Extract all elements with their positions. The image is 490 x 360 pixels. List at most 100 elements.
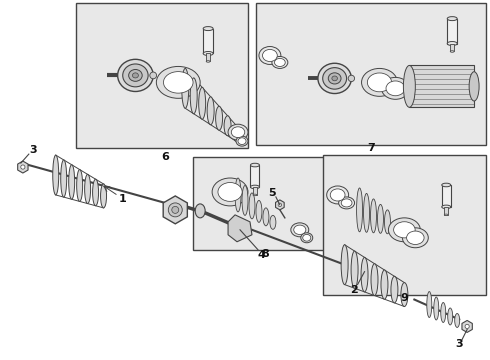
Bar	[323, 155, 486, 294]
Ellipse shape	[190, 78, 197, 114]
Text: 7: 7	[368, 143, 375, 153]
Ellipse shape	[368, 73, 392, 92]
Bar	[75, 3, 248, 148]
Ellipse shape	[150, 72, 157, 79]
Ellipse shape	[100, 184, 106, 208]
Ellipse shape	[370, 199, 376, 233]
Ellipse shape	[263, 208, 269, 226]
Ellipse shape	[231, 127, 245, 138]
Ellipse shape	[218, 183, 242, 201]
Bar	[256, 3, 486, 145]
Ellipse shape	[447, 17, 457, 21]
Ellipse shape	[256, 201, 262, 222]
Ellipse shape	[168, 203, 182, 217]
Ellipse shape	[259, 46, 281, 64]
Ellipse shape	[364, 193, 369, 232]
Polygon shape	[163, 196, 187, 224]
Bar	[193, 157, 340, 250]
Bar	[203, 28, 213, 54]
Text: 9: 9	[400, 293, 408, 302]
Ellipse shape	[339, 197, 355, 209]
Ellipse shape	[236, 136, 248, 146]
Ellipse shape	[216, 106, 222, 130]
Text: 1: 1	[119, 194, 126, 204]
Ellipse shape	[156, 67, 200, 98]
Ellipse shape	[401, 283, 408, 306]
Ellipse shape	[212, 178, 248, 206]
Bar	[206, 54, 210, 62]
Bar	[250, 165, 259, 187]
Bar	[450, 44, 454, 51]
Ellipse shape	[182, 68, 189, 108]
Ellipse shape	[377, 204, 384, 233]
Text: 3: 3	[455, 339, 463, 349]
Ellipse shape	[357, 188, 363, 232]
Ellipse shape	[389, 218, 420, 242]
Ellipse shape	[386, 81, 405, 96]
Text: 6: 6	[161, 152, 169, 162]
Ellipse shape	[270, 215, 276, 229]
Text: 8: 8	[261, 249, 269, 259]
Ellipse shape	[447, 41, 457, 45]
Ellipse shape	[206, 61, 210, 62]
Ellipse shape	[263, 49, 277, 62]
Ellipse shape	[362, 68, 397, 96]
Ellipse shape	[381, 270, 388, 299]
Ellipse shape	[371, 264, 378, 296]
Ellipse shape	[361, 257, 368, 292]
Ellipse shape	[448, 308, 453, 325]
Ellipse shape	[93, 179, 98, 206]
Ellipse shape	[434, 297, 439, 320]
Ellipse shape	[235, 178, 241, 212]
Ellipse shape	[69, 165, 74, 199]
Polygon shape	[228, 215, 252, 242]
Ellipse shape	[450, 51, 454, 52]
Ellipse shape	[85, 174, 91, 203]
Ellipse shape	[272, 57, 288, 68]
Ellipse shape	[203, 51, 213, 55]
Ellipse shape	[385, 210, 391, 234]
Ellipse shape	[203, 27, 213, 31]
Ellipse shape	[393, 222, 415, 238]
Ellipse shape	[253, 194, 257, 196]
Ellipse shape	[441, 302, 446, 323]
Ellipse shape	[198, 87, 206, 119]
Ellipse shape	[301, 233, 313, 243]
Ellipse shape	[351, 251, 358, 288]
Ellipse shape	[250, 185, 259, 189]
Ellipse shape	[403, 66, 416, 107]
Ellipse shape	[455, 314, 460, 328]
Ellipse shape	[330, 189, 345, 201]
Ellipse shape	[21, 165, 25, 169]
Text: 2: 2	[350, 284, 357, 294]
Ellipse shape	[327, 186, 348, 204]
Ellipse shape	[250, 163, 259, 167]
Ellipse shape	[382, 77, 409, 99]
Ellipse shape	[291, 223, 309, 237]
Ellipse shape	[76, 170, 83, 201]
Polygon shape	[462, 320, 472, 332]
Ellipse shape	[278, 203, 282, 207]
Bar	[409, 66, 474, 107]
Ellipse shape	[332, 76, 338, 81]
Polygon shape	[275, 200, 284, 210]
Ellipse shape	[233, 125, 240, 141]
Ellipse shape	[53, 155, 59, 195]
Polygon shape	[18, 161, 28, 173]
Ellipse shape	[228, 124, 248, 140]
Ellipse shape	[164, 72, 193, 93]
Ellipse shape	[444, 214, 448, 216]
Ellipse shape	[341, 245, 348, 285]
Bar	[442, 185, 451, 207]
Ellipse shape	[132, 73, 138, 78]
Ellipse shape	[318, 63, 351, 94]
Ellipse shape	[348, 75, 355, 82]
Ellipse shape	[118, 59, 153, 91]
Ellipse shape	[242, 185, 248, 215]
Ellipse shape	[129, 69, 142, 81]
Ellipse shape	[274, 58, 285, 67]
Ellipse shape	[172, 206, 179, 213]
Ellipse shape	[341, 199, 352, 207]
Ellipse shape	[207, 97, 214, 125]
Ellipse shape	[427, 292, 432, 318]
